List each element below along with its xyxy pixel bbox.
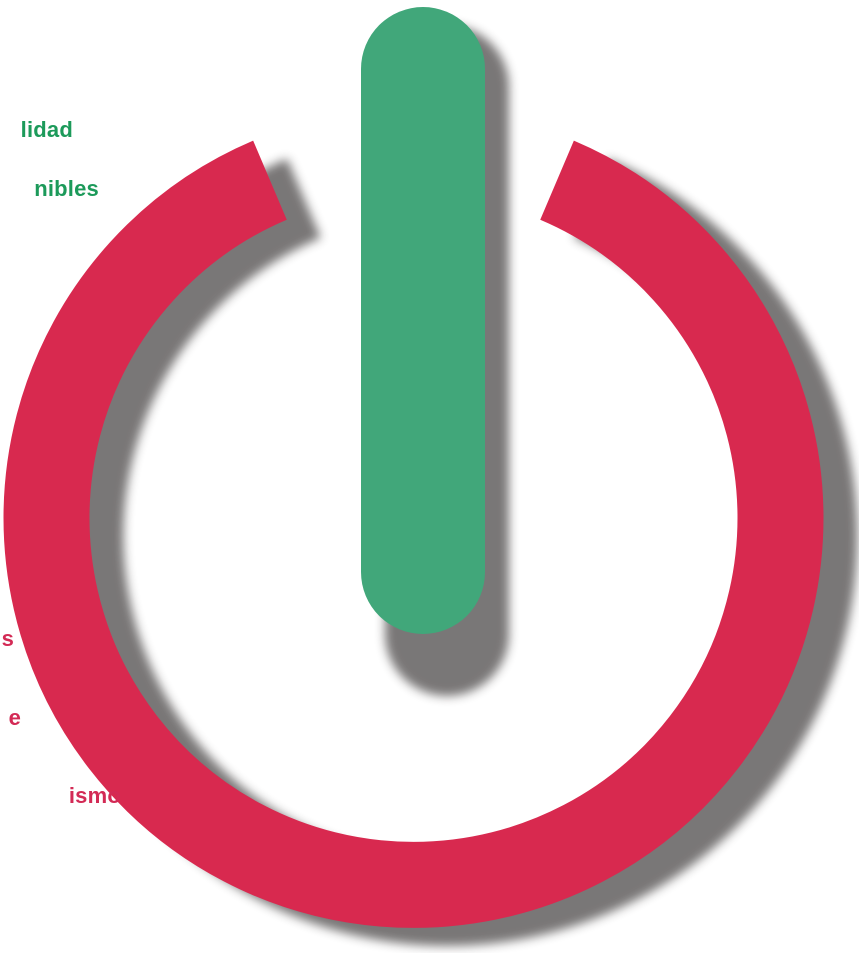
power-ring xyxy=(3,140,824,928)
green-label-1: lidad xyxy=(20,117,73,142)
red-label-2: e xyxy=(8,705,21,730)
red-label-3: ismo xyxy=(68,783,121,808)
red-label-1: s xyxy=(1,626,14,651)
green-label-2: nibles xyxy=(34,176,99,201)
